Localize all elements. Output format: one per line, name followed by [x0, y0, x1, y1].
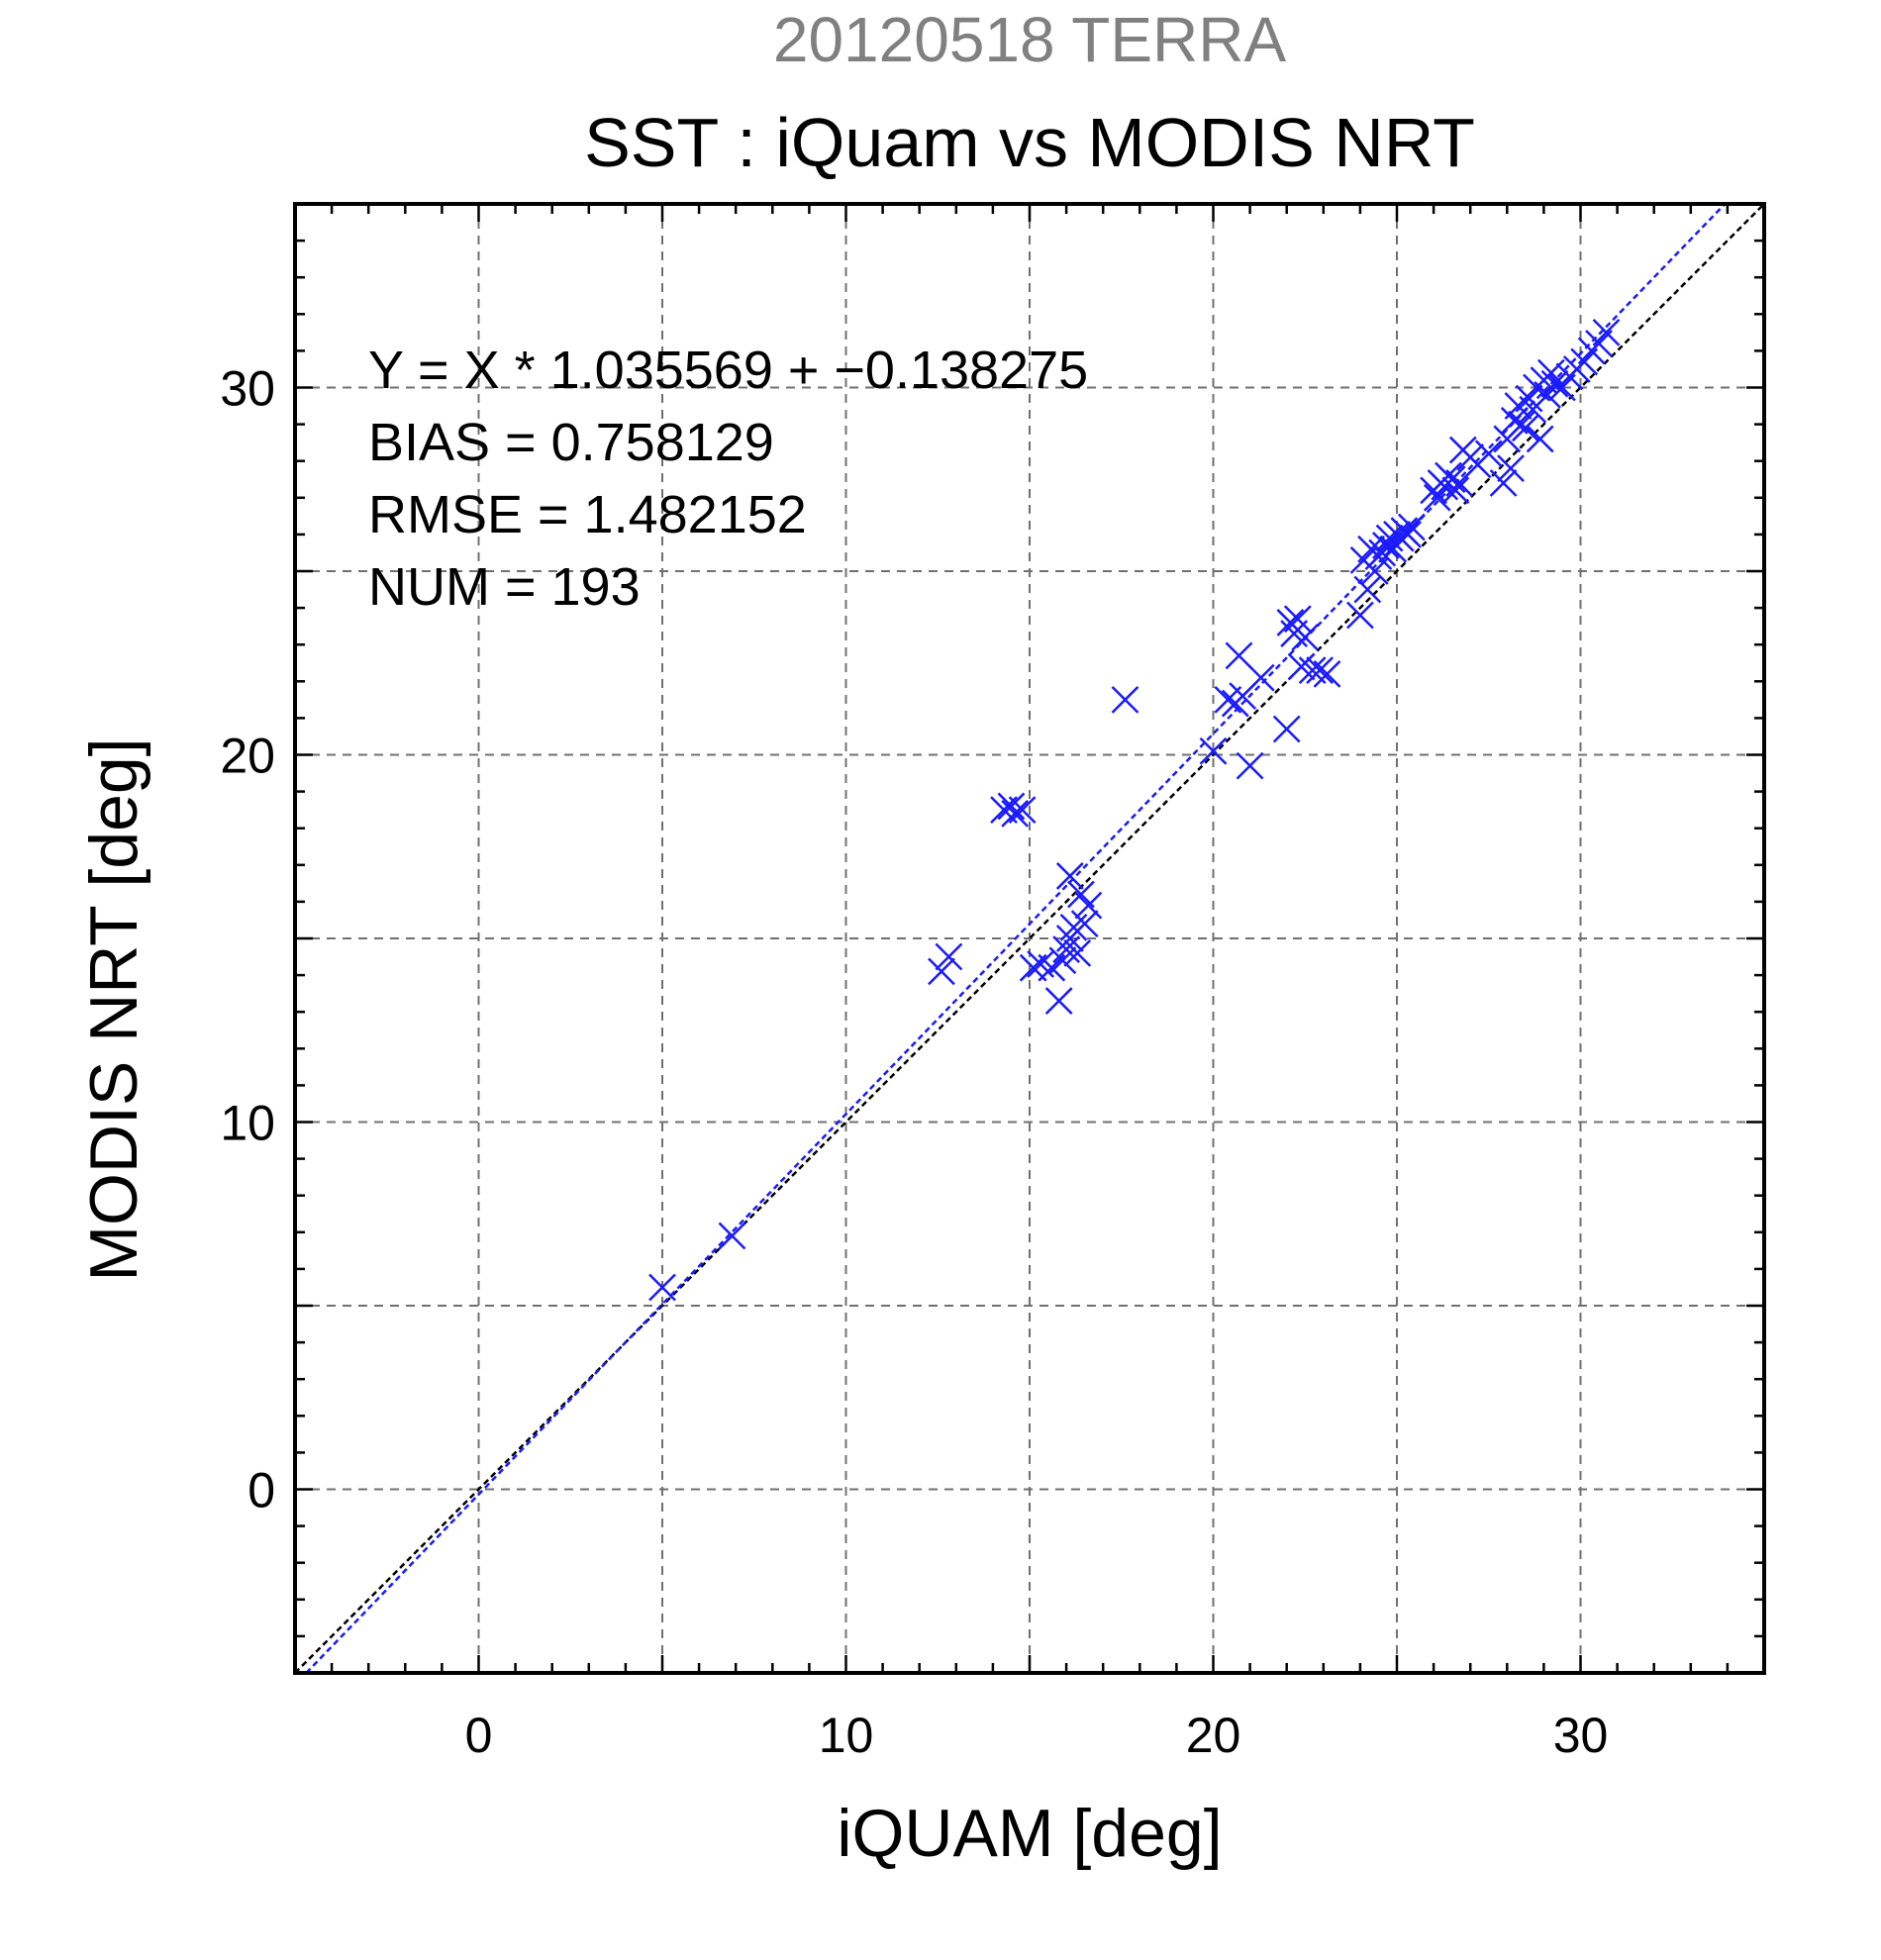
data-point [1536, 358, 1565, 387]
stat-equation: Y = X * 1.035569 + −0.138275 [368, 341, 1088, 400]
data-point [1526, 425, 1554, 453]
y-tick-label: 30 [220, 361, 275, 417]
data-point [1246, 663, 1275, 692]
data-point [1368, 539, 1397, 567]
x-tick-label: 30 [1553, 1708, 1609, 1763]
stat-rmse: RMSE = 1.482152 [368, 485, 807, 544]
chart-title: SST : iQuam vs MODIS NRT [584, 104, 1475, 181]
stat-num: NUM = 193 [368, 557, 641, 617]
plot-frame [293, 202, 1766, 1675]
data-point [1313, 659, 1341, 688]
y-axis-label: MODIS NRT [deg] [76, 737, 151, 1281]
data-point [1346, 601, 1374, 630]
data-points [648, 318, 1621, 1302]
y-tick-label: 0 [248, 1463, 275, 1519]
data-point [648, 1273, 676, 1302]
data-point [1287, 652, 1316, 681]
data-point [1540, 369, 1569, 398]
data-point [1283, 605, 1312, 634]
data-point [1048, 946, 1077, 975]
data-point [1375, 524, 1404, 552]
data-point [1474, 440, 1503, 468]
data-point [1199, 736, 1228, 765]
data-point [1489, 469, 1518, 497]
data-point [1225, 641, 1253, 670]
data-point [1055, 862, 1084, 890]
reference-lines [294, 203, 1765, 1674]
data-point [1291, 623, 1320, 651]
data-point [1070, 910, 1099, 938]
x-axis-label: iQUAM [deg] [837, 1796, 1222, 1871]
chart-subtitle: 20120518 TERRA [773, 4, 1287, 75]
data-point [1001, 799, 1030, 828]
data-point [997, 792, 1026, 821]
data-point [1052, 935, 1080, 964]
data-point [935, 942, 963, 971]
regression-stats: Y = X * 1.035569 + −0.138275 BIAS = 0.75… [368, 341, 1088, 617]
data-point [1272, 715, 1301, 743]
data-point [928, 957, 955, 986]
data-point [718, 1222, 746, 1250]
data-point [1353, 575, 1382, 604]
tick-labels: 0 0 10 10 20 20 30 30 [220, 361, 1608, 1764]
data-point [1236, 751, 1264, 780]
data-point [1397, 513, 1426, 541]
data-point [1511, 414, 1539, 442]
y-tick-label: 10 [220, 1096, 275, 1151]
fit-line [305, 203, 1727, 1674]
data-point [1394, 521, 1423, 548]
y-tick-label: 20 [220, 729, 275, 784]
data-point [1111, 685, 1139, 714]
data-point [1437, 465, 1466, 494]
data-point [1044, 987, 1073, 1015]
data-point [1074, 891, 1103, 920]
x-tick-label: 0 [465, 1708, 493, 1763]
x-tick-label: 10 [819, 1708, 874, 1763]
data-point [1592, 318, 1621, 346]
data-point [1306, 656, 1334, 685]
data-point [1063, 938, 1092, 967]
stat-bias: BIAS = 0.758129 [368, 413, 774, 472]
data-point [1441, 476, 1470, 505]
data-point [1059, 913, 1088, 941]
data-point [1008, 796, 1037, 825]
data-point [1497, 454, 1525, 483]
x-tick-label: 20 [1186, 1708, 1241, 1763]
